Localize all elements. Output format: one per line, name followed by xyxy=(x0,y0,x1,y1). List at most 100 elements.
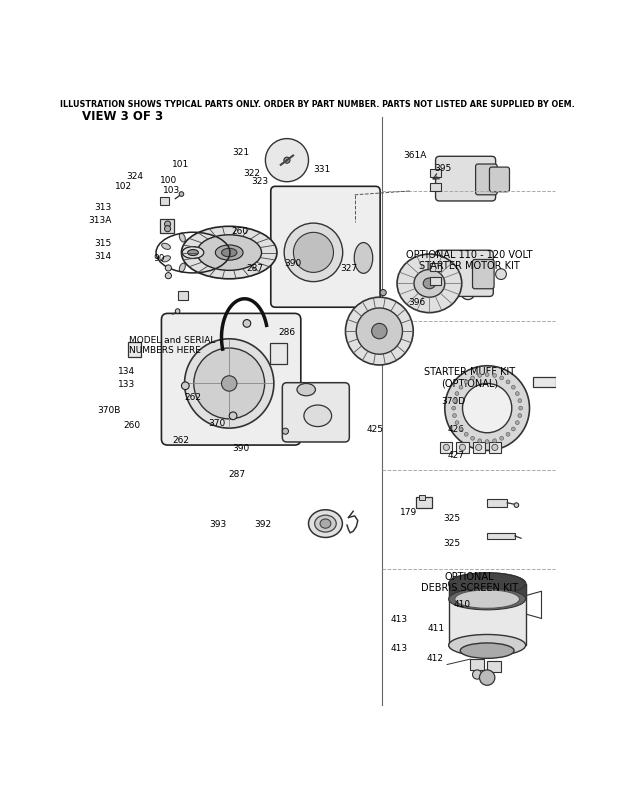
Circle shape xyxy=(243,320,250,328)
Ellipse shape xyxy=(354,243,373,274)
Text: 287: 287 xyxy=(228,469,245,478)
Circle shape xyxy=(518,414,522,418)
Circle shape xyxy=(518,399,522,403)
Bar xyxy=(160,198,169,206)
Text: 370: 370 xyxy=(208,418,225,427)
Text: 90: 90 xyxy=(153,254,164,263)
Circle shape xyxy=(492,445,498,451)
FancyBboxPatch shape xyxy=(161,314,301,446)
Ellipse shape xyxy=(414,270,445,298)
Ellipse shape xyxy=(445,366,529,451)
Text: 179: 179 xyxy=(400,507,417,516)
Text: 390: 390 xyxy=(232,443,249,452)
Text: 395: 395 xyxy=(435,164,452,173)
Text: 390: 390 xyxy=(285,259,301,267)
Circle shape xyxy=(459,385,463,389)
Text: 411: 411 xyxy=(428,624,445,633)
Text: 262: 262 xyxy=(184,393,201,402)
Ellipse shape xyxy=(423,279,436,289)
Text: 413: 413 xyxy=(391,614,407,623)
Circle shape xyxy=(478,439,482,443)
Circle shape xyxy=(464,433,468,437)
FancyBboxPatch shape xyxy=(271,187,380,308)
Ellipse shape xyxy=(449,573,526,595)
Bar xyxy=(487,499,507,507)
Circle shape xyxy=(229,413,237,420)
Ellipse shape xyxy=(449,573,526,595)
Text: 260: 260 xyxy=(232,226,249,235)
Text: 103: 103 xyxy=(162,185,180,195)
Bar xyxy=(177,291,188,301)
Ellipse shape xyxy=(455,590,520,609)
Ellipse shape xyxy=(284,224,343,283)
Text: 315: 315 xyxy=(94,239,112,248)
Ellipse shape xyxy=(182,227,277,279)
Bar xyxy=(487,662,501,672)
Circle shape xyxy=(519,406,523,410)
Ellipse shape xyxy=(182,247,204,259)
Text: 331: 331 xyxy=(313,165,330,173)
Ellipse shape xyxy=(202,234,208,243)
Circle shape xyxy=(485,440,489,444)
Bar xyxy=(489,442,501,453)
Circle shape xyxy=(459,445,466,451)
FancyBboxPatch shape xyxy=(436,157,495,202)
Circle shape xyxy=(514,503,519,507)
Ellipse shape xyxy=(315,516,336,532)
Bar xyxy=(440,442,453,453)
Text: 425: 425 xyxy=(366,425,384,434)
Text: 323: 323 xyxy=(251,177,268,186)
Circle shape xyxy=(464,381,468,385)
Text: 133: 133 xyxy=(118,379,135,389)
Circle shape xyxy=(500,377,503,381)
Circle shape xyxy=(472,670,482,679)
Ellipse shape xyxy=(449,589,526,610)
FancyBboxPatch shape xyxy=(476,165,497,196)
Ellipse shape xyxy=(345,298,413,365)
Text: OPTIONAL
DEBRIS SCREEN KIT: OPTIONAL DEBRIS SCREEN KIT xyxy=(421,571,518,593)
Text: 313: 313 xyxy=(94,203,112,212)
Bar xyxy=(449,584,526,599)
Circle shape xyxy=(166,273,172,279)
Circle shape xyxy=(471,437,474,441)
Circle shape xyxy=(182,382,189,390)
Circle shape xyxy=(175,309,180,314)
Ellipse shape xyxy=(162,244,170,250)
Text: 327: 327 xyxy=(340,263,358,273)
Text: 286: 286 xyxy=(278,328,296,337)
Ellipse shape xyxy=(221,377,237,392)
Bar xyxy=(430,278,441,286)
Circle shape xyxy=(485,373,489,377)
Ellipse shape xyxy=(188,251,198,256)
Text: 392: 392 xyxy=(255,520,272,528)
Text: 287: 287 xyxy=(246,263,264,273)
Ellipse shape xyxy=(179,264,185,272)
Ellipse shape xyxy=(449,634,526,656)
Text: STARTER MUFF KIT
(OPTIONAL): STARTER MUFF KIT (OPTIONAL) xyxy=(424,367,515,389)
Ellipse shape xyxy=(356,308,402,355)
Ellipse shape xyxy=(215,246,243,261)
Text: 410: 410 xyxy=(454,599,471,608)
Ellipse shape xyxy=(179,234,185,243)
Text: 134: 134 xyxy=(118,366,135,375)
Text: 314: 314 xyxy=(94,251,112,260)
Circle shape xyxy=(284,158,290,164)
Ellipse shape xyxy=(185,340,274,429)
Ellipse shape xyxy=(216,245,225,251)
Text: 325: 325 xyxy=(443,538,460,548)
Bar xyxy=(430,170,441,178)
Ellipse shape xyxy=(162,256,170,263)
Circle shape xyxy=(506,381,510,385)
Text: ILLUSTRATION SHOWS TYPICAL PARTS ONLY. ORDER BY PART NUMBER. PARTS NOT LISTED AR: ILLUSTRATION SHOWS TYPICAL PARTS ONLY. O… xyxy=(60,100,575,108)
Ellipse shape xyxy=(309,510,342,538)
Bar xyxy=(533,378,556,387)
Ellipse shape xyxy=(194,349,265,419)
Bar xyxy=(128,342,141,358)
Ellipse shape xyxy=(197,235,262,271)
Bar xyxy=(430,264,441,271)
Text: 101: 101 xyxy=(172,160,189,169)
Bar xyxy=(487,533,515,540)
FancyBboxPatch shape xyxy=(436,251,494,297)
Circle shape xyxy=(493,439,497,443)
Circle shape xyxy=(512,385,515,389)
